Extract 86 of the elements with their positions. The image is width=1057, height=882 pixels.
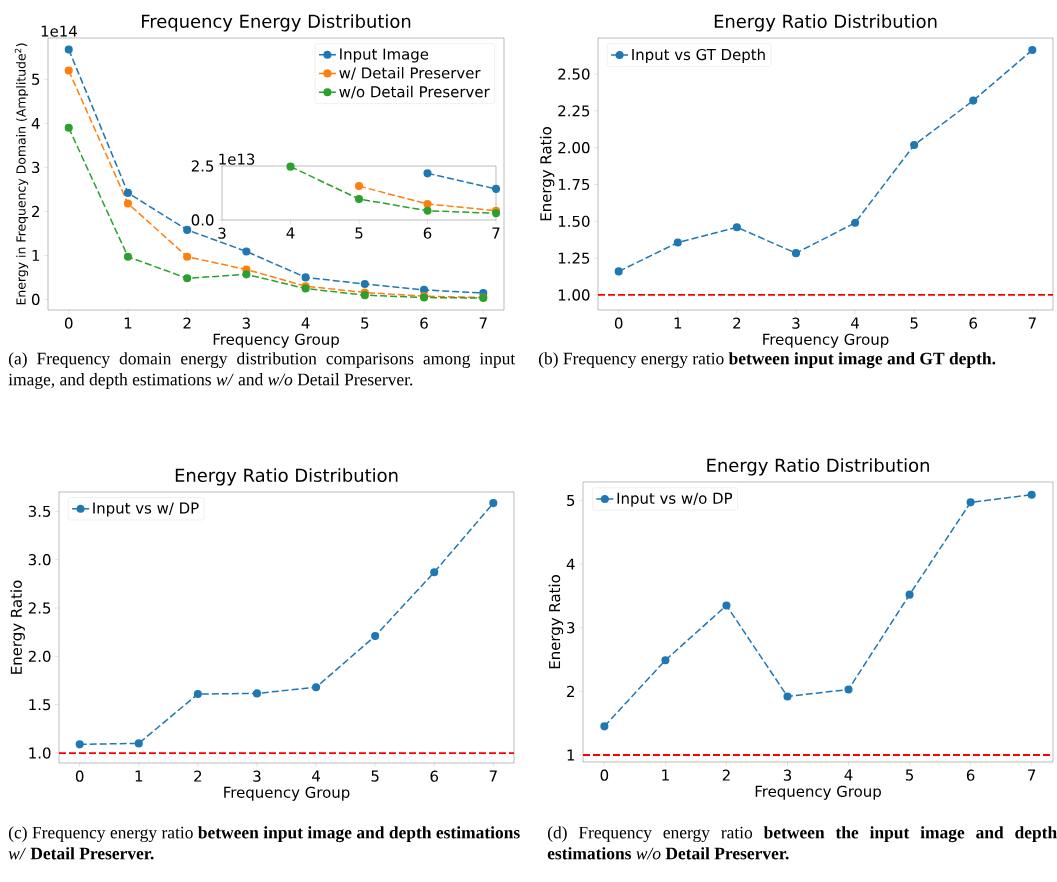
x-tick-label: 3 [253, 770, 261, 782]
x-tick-label: 5 [910, 317, 918, 329]
y-tick-label: 3 [567, 622, 575, 634]
x-tick-label: 2 [722, 769, 730, 781]
x-tick-label: 3 [783, 769, 792, 781]
legend-label: Input vs GT Depth [632, 48, 765, 64]
legend-label: w/o Detail Preserver [339, 85, 490, 99]
x-tick-label: 4 [851, 317, 859, 329]
y-tick-label: 2.50 [558, 68, 590, 80]
y-tick-label: 5 [567, 494, 575, 507]
legend-label: Input vs w/ DP [93, 502, 199, 517]
x-tick-label: 1 [662, 769, 669, 781]
y-tick-label: 1.25 [558, 252, 590, 264]
text: (d) Frequency energy ratio between the input image and depth estimations w/o Detail Preserver. [547, 826, 1057, 860]
y-tick-label: 1 [32, 249, 40, 261]
y-axis-title: Energy Ratio [539, 127, 555, 221]
x-tick-label: 4 [301, 317, 310, 329]
x-tick-label: 6 [969, 317, 978, 329]
y-tick-label: 1 [567, 749, 575, 761]
chart-title: Energy Ratio Distribution [714, 14, 937, 32]
x-axis-title: Frequency Group [755, 785, 881, 800]
y-tick-label: 0 [31, 293, 40, 306]
x-tick-label: 2 [183, 317, 191, 329]
y-tick-label: 2 [567, 685, 574, 697]
x-tick-label: 7 [479, 317, 487, 329]
y-tick-label: 0.0 [191, 214, 214, 226]
x-tick-label: 5 [905, 769, 914, 781]
y-axis-title: Energy in Frequency Domain (Amplitude$^{2}$) [14, 43, 29, 305]
legend-label: w/ Detail Preserver [339, 67, 481, 80]
x-tick-label: 1 [135, 770, 143, 782]
x-tick-label: 7 [1028, 317, 1036, 329]
y-axis-title: Energy Ratio [10, 580, 25, 674]
x-tick-label: 1 [124, 317, 132, 329]
x-axis-title: Frequency Group [224, 786, 350, 801]
y-tick-label: 4 [566, 558, 575, 570]
x-tick-label: 5 [355, 227, 363, 239]
legend-label: Input vs w/o DP [617, 492, 733, 507]
x-tick-label: 3 [218, 227, 226, 239]
text: (c) Frequency energy ratio between input image and depth estimations w/ Detail Preserver. [8, 826, 520, 860]
y-tick-label: 1.75 [558, 178, 590, 191]
y-tick-label: 1.5 [29, 699, 51, 711]
chart-title: Frequency Energy Distribution [142, 14, 411, 32]
y-tick-label: 2.0 [28, 650, 51, 663]
y-tick-label: 2.5 [28, 602, 51, 614]
x-tick-label: 3 [242, 317, 250, 329]
x-axis-title: Frequency Group [763, 333, 889, 348]
y-tick-label: 3 [32, 161, 40, 174]
x-tick-label: 1 [674, 317, 682, 329]
x-tick-label: 3 [792, 317, 800, 329]
y-axis-title: Energy Ratio [548, 575, 564, 669]
y-tick-label: 3.5 [28, 505, 51, 517]
y-tick-label: 4 [31, 117, 40, 129]
x-tick-label: 5 [361, 317, 369, 329]
x-tick-label: 5 [371, 770, 379, 782]
x-tick-label: 7 [1028, 769, 1036, 781]
x-tick-label: 7 [492, 227, 500, 239]
y-tick-label: 1.0 [29, 747, 51, 759]
chart-title: Energy Ratio Distribution [707, 458, 929, 476]
y-tick-label: 1.00 [558, 289, 590, 301]
x-tick-label: 0 [600, 769, 609, 781]
x-tick-label: 6 [430, 770, 439, 782]
text: (b) Frequency energy ratio between input image and GT depth. [538, 352, 996, 369]
x-tick-label: 6 [966, 769, 975, 781]
x-tick-label: 6 [423, 227, 432, 239]
y-tick-label: 2.25 [558, 105, 590, 117]
x-axis-title: Frequency Group [213, 333, 339, 348]
y-tick-label: 1.50 [558, 215, 590, 227]
x-tick-label: 2 [733, 317, 741, 329]
y-tick-label: 2.00 [558, 142, 590, 154]
chart-title: Energy Ratio Distribution [175, 468, 398, 486]
legend-label: Input Image [340, 48, 429, 63]
x-tick-label: 4 [844, 769, 853, 781]
y-tick-label: 3.0 [28, 554, 51, 566]
x-tick-label: 0 [75, 770, 84, 782]
x-tick-label: 4 [286, 227, 295, 239]
x-tick-label: 0 [614, 317, 623, 329]
text: 1e14 [41, 25, 77, 37]
y-tick-label: 5 [32, 73, 40, 85]
annotation: 1e13 [219, 153, 255, 165]
y-tick-label: 2 [32, 205, 39, 217]
y-tick-label: 2.5 [191, 160, 214, 172]
x-tick-label: 6 [420, 317, 428, 329]
x-tick-label: 4 [312, 770, 320, 782]
x-tick-label: 0 [64, 317, 73, 329]
x-tick-label: 7 [489, 770, 497, 782]
text: (a) Frequency domain energy distribution comparisons among input image, and depth estimations w/ and w/o Detail Preserver. [8, 352, 516, 389]
